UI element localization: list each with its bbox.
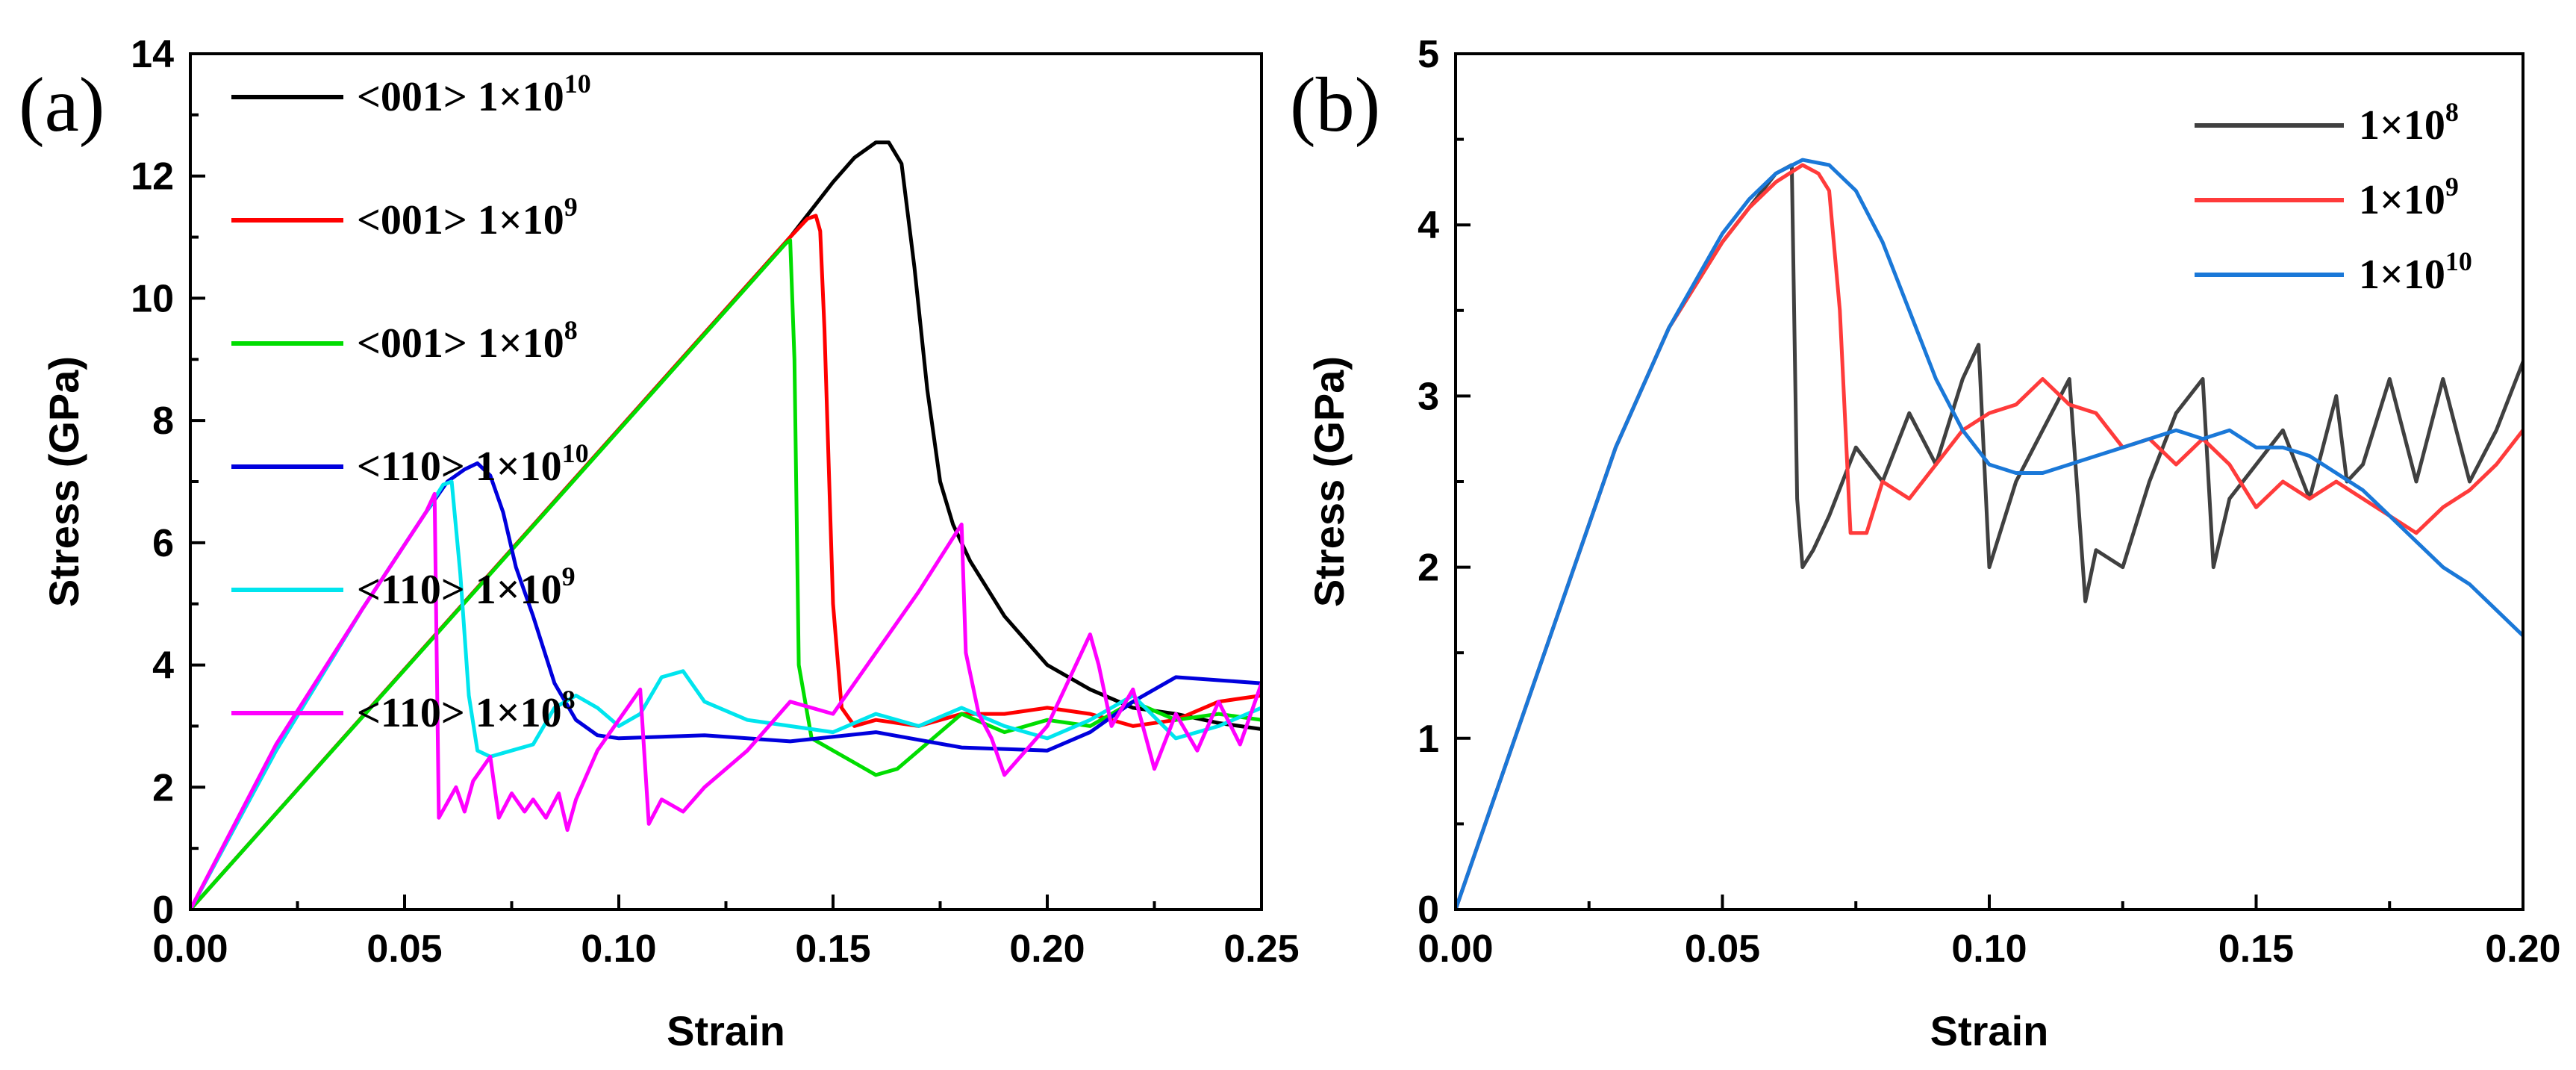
x-tick-label: 0.25 [1223, 927, 1299, 971]
y-tick-label: 0 [152, 889, 174, 932]
panel-b: 0.00 0.05 0.10 0.15 0.20 0 1 2 3 4 5 Strain Stress (… [1290, 33, 2561, 1054]
series-line-1 [190, 140, 1262, 909]
series-line-2 [1456, 163, 2523, 909]
legend-label-text: <110> 1×10 [357, 690, 562, 736]
legend-label-exponent: 10 [562, 438, 589, 468]
legend-label-exponent: 9 [562, 562, 576, 591]
x-tick-label: 0.05 [1685, 927, 1760, 971]
plot-area [1456, 158, 2523, 909]
legend-label: <001> 1×109 [357, 192, 578, 243]
y-tick-label: 2 [152, 766, 174, 809]
y-tick-label: 2 [1418, 547, 1439, 590]
legend-label: 1×109 [2359, 172, 2459, 223]
y-axis-title: Stress (GPa) [40, 356, 87, 607]
series-line-4 [190, 461, 1262, 909]
series-line-3 [1456, 158, 2523, 909]
legend-label-text: 1×10 [2359, 102, 2445, 149]
legend: <001> 1×1010<001> 1×109<001> 1×108<110> … [231, 69, 591, 736]
y-tick-label: 5 [1418, 33, 1439, 76]
legend-label: <001> 1×108 [357, 315, 578, 367]
x-tick-label: 0.15 [795, 927, 870, 971]
x-axis-title: Strain [667, 1007, 785, 1054]
legend-label-text: 1×10 [2359, 177, 2445, 223]
legend-label-exponent: 9 [564, 192, 578, 222]
series-line-3 [190, 238, 1262, 909]
x-tick-label: 0.10 [1951, 927, 2027, 971]
y-tick-label: 4 [152, 644, 174, 688]
legend-label: 1×108 [2359, 97, 2459, 149]
plot-area [190, 140, 1262, 909]
legend-label-text: <001> 1×10 [357, 197, 564, 243]
y-tick-label: 1 [1418, 718, 1439, 761]
legend-label: <001> 1×1010 [357, 69, 591, 120]
legend-label-text: <001> 1×10 [357, 74, 564, 120]
y-tick-label: 8 [152, 399, 174, 443]
y-tick-label: 14 [131, 33, 174, 76]
legend-label-text: 1×10 [2359, 252, 2445, 298]
legend-label-exponent: 8 [2445, 97, 2459, 127]
y-tick-label: 0 [1418, 889, 1439, 932]
panel-label: (a) [19, 62, 105, 148]
y-tick-label: 12 [131, 155, 174, 199]
y-tick-label: 10 [131, 277, 174, 320]
axes-frame [189, 52, 1263, 911]
y-tick-label: 3 [1418, 375, 1439, 418]
series-line-6 [190, 491, 1262, 909]
legend-label-exponent: 10 [564, 69, 591, 99]
x-tick-label: 0.20 [2485, 927, 2560, 971]
legend-label-exponent: 9 [2445, 172, 2459, 202]
x-tick-label: 0.10 [581, 927, 656, 971]
x-tick-label: 0.15 [2218, 927, 2294, 971]
legend-label-text: <001> 1×10 [357, 320, 564, 367]
legend-label-text: <110> 1×10 [357, 444, 562, 490]
x-axis-title: Strain [1930, 1007, 2049, 1054]
legend-label-exponent: 8 [562, 685, 576, 715]
x-tick-label: 0.00 [1418, 927, 1493, 971]
x-tick-label: 0.20 [1009, 927, 1085, 971]
panel-label: (b) [1290, 62, 1380, 148]
legend-label-text: <110> 1×10 [357, 567, 562, 613]
x-tick-label: 0.00 [152, 927, 228, 971]
y-axis-title: Stress (GPa) [1306, 356, 1353, 607]
legend-label: <110> 1×109 [357, 562, 576, 613]
legend-label: <110> 1×108 [357, 685, 576, 736]
y-tick-label: 6 [152, 522, 174, 565]
legend-label: <110> 1×1010 [357, 438, 589, 490]
series-line-2 [190, 214, 1262, 909]
legend-label-exponent: 8 [564, 315, 578, 345]
legend-label: 1×1010 [2359, 246, 2472, 298]
y-tick-label: 4 [1418, 204, 1439, 247]
panel-a: 0.00 0.05 0.10 0.15 0.20 0.25 0 2 4 6 8 10 12 14 Strai… [19, 33, 1300, 1054]
legend-label-exponent: 10 [2445, 246, 2472, 276]
x-tick-label: 0.05 [367, 927, 442, 971]
